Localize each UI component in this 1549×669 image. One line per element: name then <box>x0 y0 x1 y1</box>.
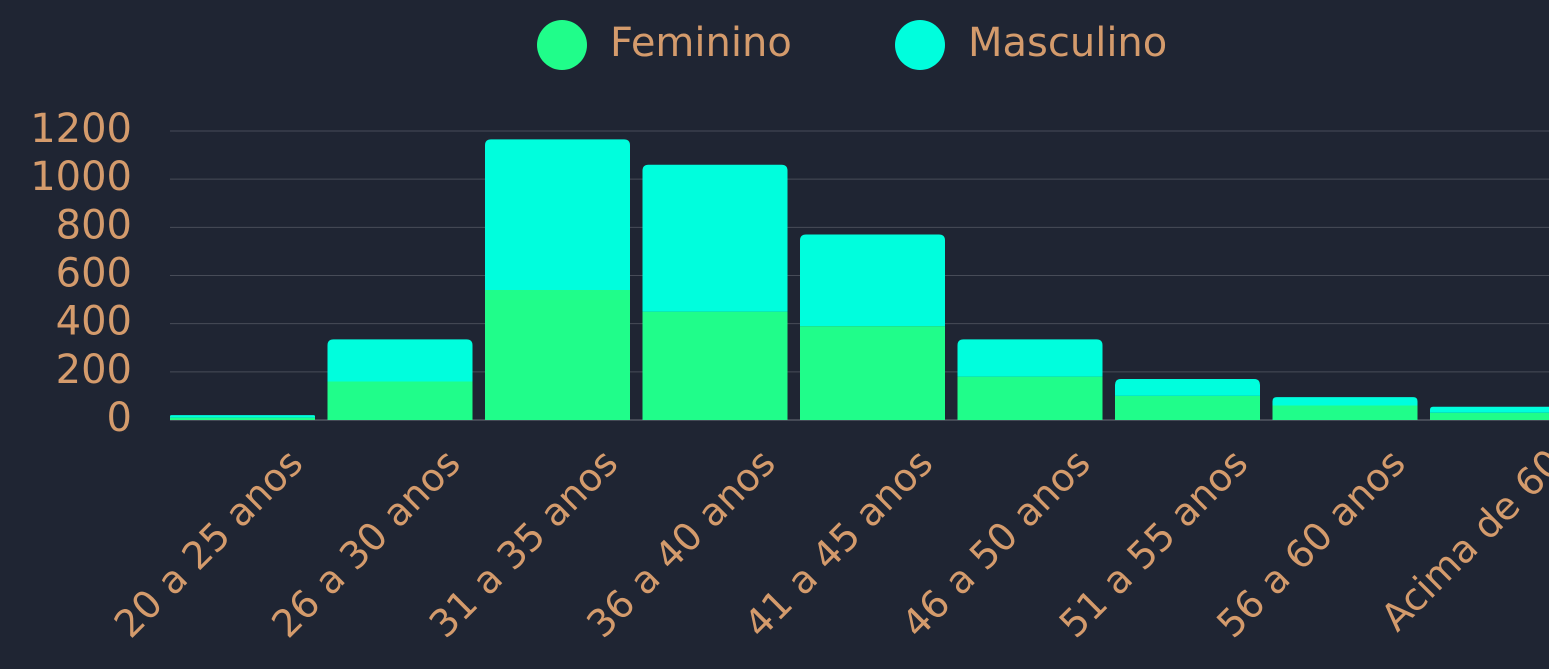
bar-segment <box>1115 395 1260 420</box>
bar-segment <box>800 234 945 327</box>
y-tick-label: 600 <box>56 251 132 297</box>
legend-label: Feminino <box>610 20 792 66</box>
legend-marker <box>537 20 587 70</box>
y-tick-label: 0 <box>107 395 132 441</box>
bar-segment <box>1115 379 1260 396</box>
bar-segment <box>485 289 630 420</box>
legend-marker <box>895 20 945 70</box>
y-tick-label: 200 <box>56 347 132 393</box>
bar-segment <box>485 139 630 290</box>
bar-segment <box>170 417 315 420</box>
bar-segment <box>642 164 788 312</box>
bar-segment <box>1272 405 1418 420</box>
bar-segment <box>957 376 1103 420</box>
bar-segment <box>1272 397 1418 406</box>
y-tick-label: 1000 <box>30 154 132 200</box>
bar-segment <box>1430 406 1549 413</box>
bar-segment <box>957 339 1103 377</box>
bar-segment <box>642 311 788 420</box>
y-tick-label: 1200 <box>30 106 132 152</box>
y-tick-label: 800 <box>56 202 132 248</box>
y-tick-label: 400 <box>56 299 132 345</box>
bar-segment <box>1430 412 1549 420</box>
bar-segment <box>170 415 315 418</box>
bar-segment <box>327 339 473 382</box>
legend-label: Masculino <box>968 20 1167 66</box>
bar-segment <box>327 381 473 420</box>
bar-segment <box>800 326 945 420</box>
